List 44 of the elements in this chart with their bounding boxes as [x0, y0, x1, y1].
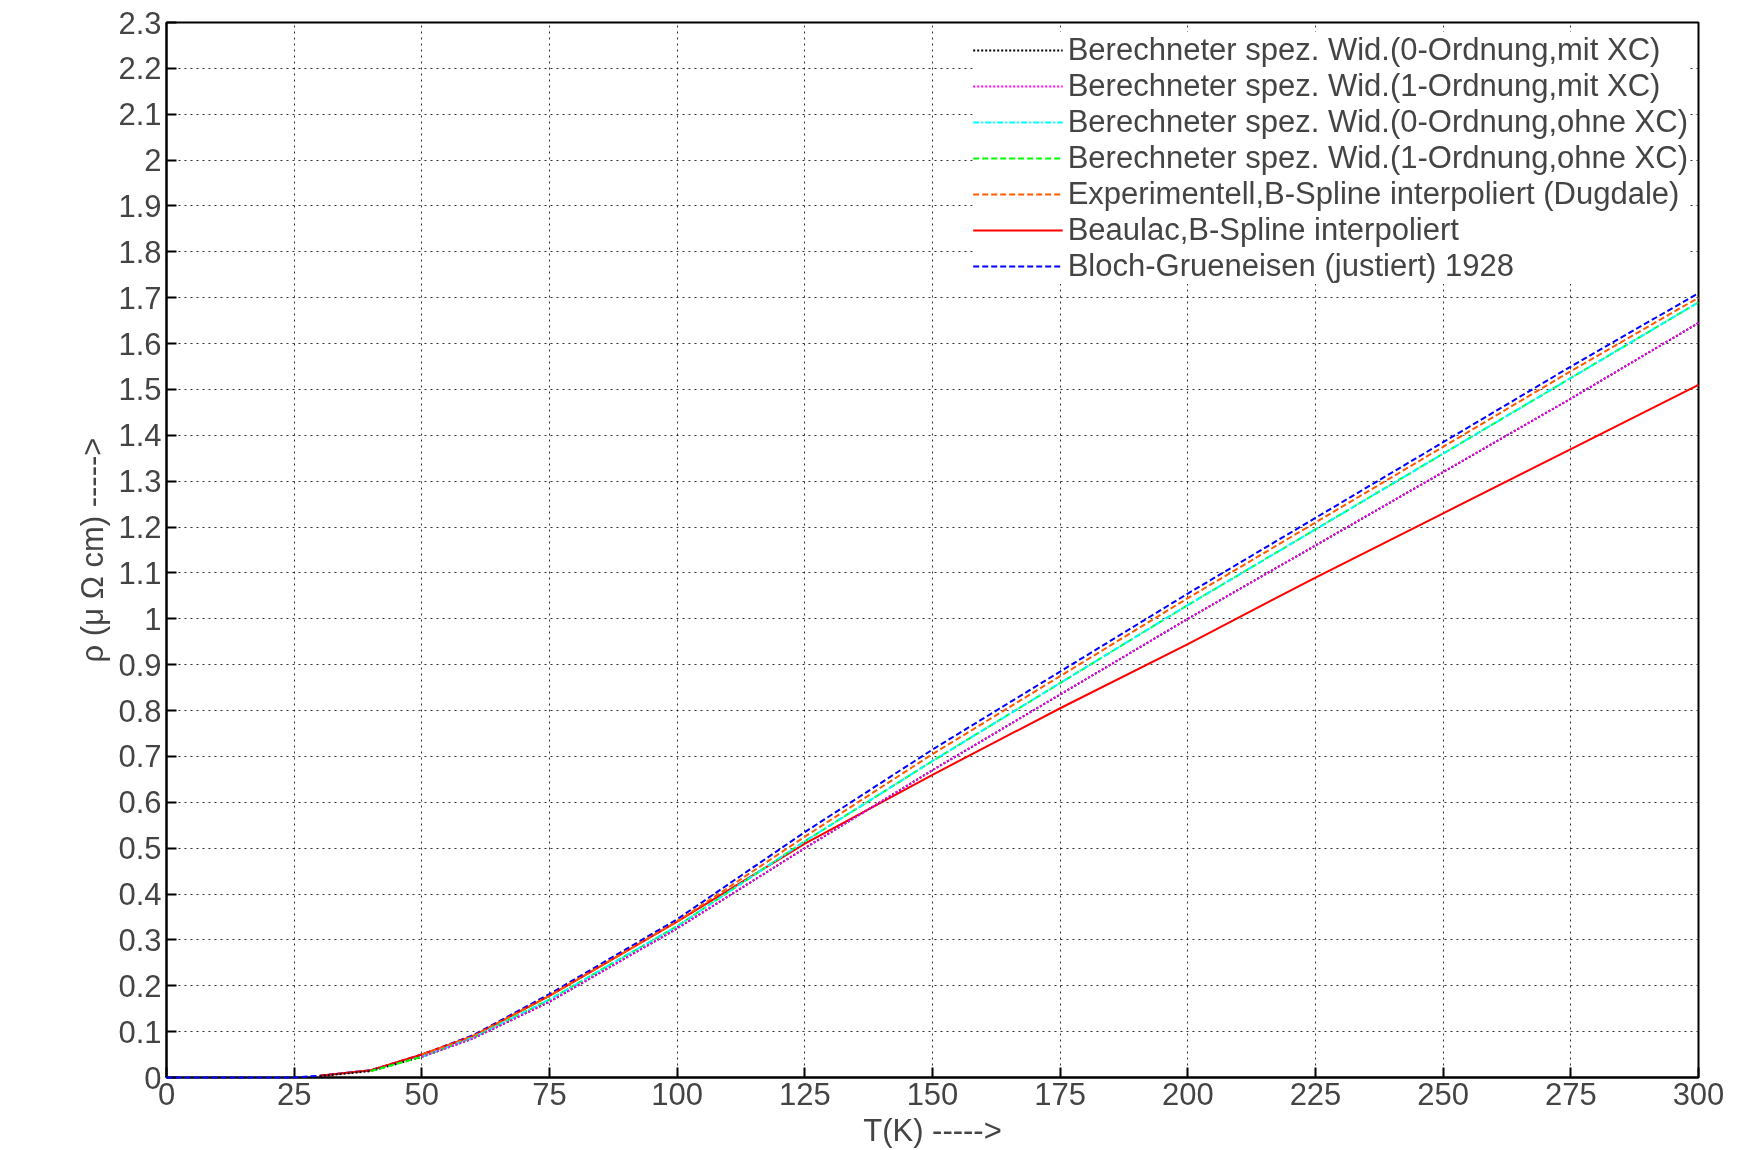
legend-label: Berechneter spez. Wid.(1-Ordnung,ohne XC): [1067, 140, 1688, 176]
y-tick-label: 0.1: [118, 1014, 162, 1050]
y-tick-label: 2: [144, 143, 162, 179]
x-tick-label: 50: [404, 1076, 440, 1112]
y-tick-label: 1.1: [118, 555, 162, 591]
x-tick-label: 150: [906, 1076, 959, 1112]
y-tick-label: 2.2: [118, 51, 162, 87]
y-axis-title: ρ (μ Ω cm) ----->: [75, 437, 111, 663]
x-tick-label: 275: [1544, 1076, 1597, 1112]
legend-label: Berechneter spez. Wid.(0-Ordnung,ohne XC): [1067, 104, 1688, 140]
legend-label: Berechneter spez. Wid.(0-Ordnung,mit XC): [1067, 32, 1661, 68]
legend-label: Experimentell,B-Spline interpoliert (Dugdale): [1067, 176, 1680, 212]
y-tick-label: 0.9: [118, 647, 162, 683]
x-tick-label: 250: [1417, 1076, 1470, 1112]
x-tick-label: 100: [651, 1076, 704, 1112]
x-tick-label: 300: [1672, 1076, 1725, 1112]
y-tick-label: 0.6: [118, 785, 162, 821]
y-tick-label: 1.5: [118, 372, 162, 408]
legend-label: Bloch-Grueneisen (justiert) 1928: [1067, 248, 1514, 284]
x-tick-label: 25: [276, 1076, 312, 1112]
y-tick-label: 1.7: [118, 280, 162, 316]
y-tick-label: 0.5: [118, 831, 162, 867]
y-tick-label: 1.8: [118, 234, 162, 270]
x-tick-label: 200: [1161, 1076, 1214, 1112]
y-tick-label: 1.4: [118, 418, 162, 454]
y-tick-label: 2.3: [118, 5, 162, 41]
y-tick-label: 1: [144, 601, 162, 637]
legend-label: Beaulac,B-Spline interpoliert: [1067, 212, 1459, 248]
y-tick-label: 0.8: [118, 693, 162, 729]
x-tick-label: 75: [532, 1076, 567, 1112]
x-tick-label: 175: [1034, 1076, 1087, 1112]
x-axis-title: T(K) ----->: [863, 1112, 1002, 1148]
y-tick-label: 1.3: [118, 464, 162, 500]
y-tick-label: 2.1: [118, 97, 162, 133]
y-tick-label: 0.2: [118, 968, 162, 1004]
y-tick-label: 1.6: [118, 326, 162, 362]
x-tick-label: 125: [778, 1076, 831, 1112]
y-tick-label: 0.7: [118, 739, 162, 775]
legend-label: Berechneter spez. Wid.(1-Ordnung,mit XC): [1067, 68, 1661, 104]
y-tick-label: 1.9: [118, 188, 162, 224]
y-tick-label: 0.4: [118, 877, 162, 913]
y-tick-label: 0.3: [118, 922, 162, 958]
x-tick-label: 225: [1289, 1076, 1342, 1112]
y-tick-label: 1.2: [118, 510, 162, 546]
